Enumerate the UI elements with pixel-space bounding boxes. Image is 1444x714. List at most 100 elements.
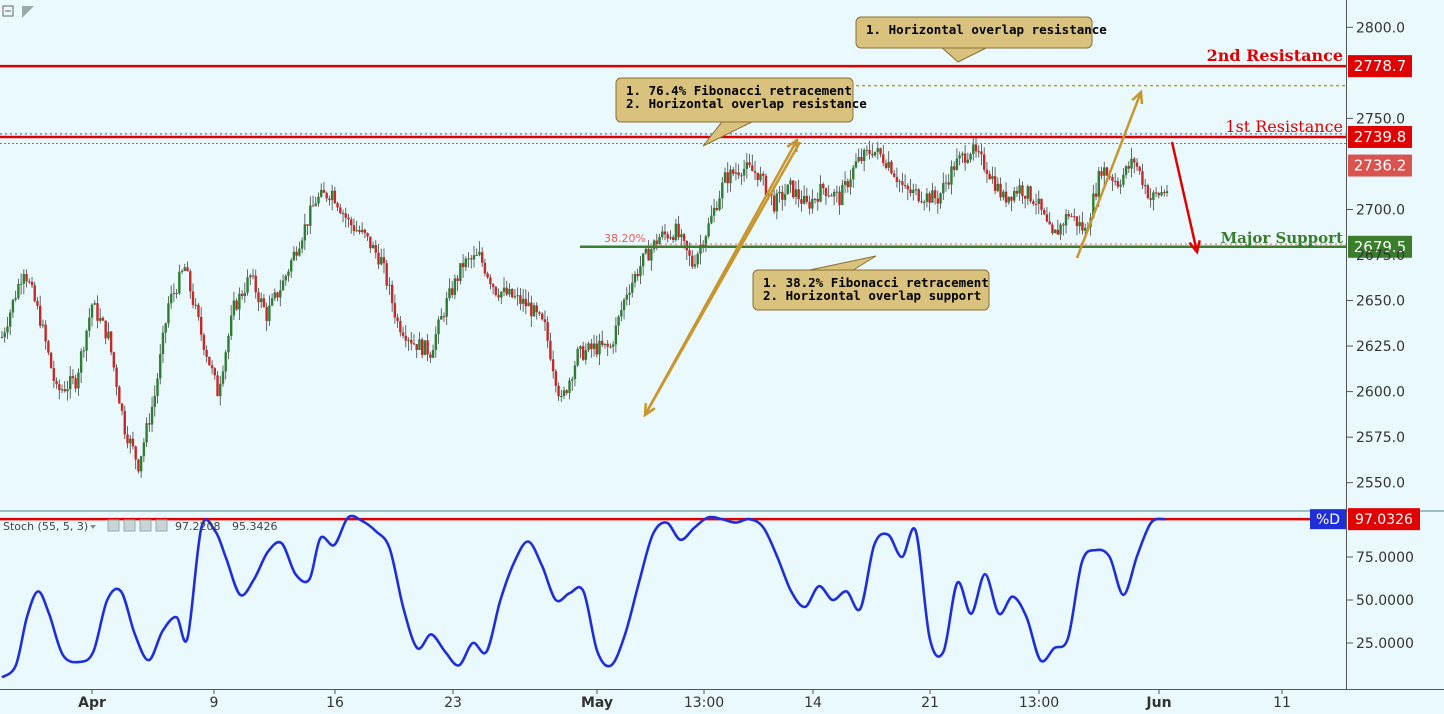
candle-body: [1067, 213, 1070, 217]
candle-body: [805, 195, 809, 202]
candle-body: [418, 339, 421, 350]
candle-body: [363, 229, 367, 234]
candle-body: [213, 368, 217, 376]
callout-fib-764-resistance-line: 2. Horizontal overlap resistance: [626, 96, 867, 111]
callout-horizontal-resistance[interactable]: [855, 16, 1093, 49]
candle-body: [789, 180, 792, 185]
candle-body: [1163, 192, 1166, 194]
candle-body: [60, 389, 64, 391]
candle-body: [513, 296, 517, 298]
candle-body: [279, 290, 282, 298]
candle-body: [778, 191, 781, 194]
candle-body: [674, 223, 678, 240]
stoch-remove-icon[interactable]: [155, 519, 168, 532]
candle-body: [980, 151, 983, 155]
candle-body: [156, 378, 159, 396]
candle-body: [1015, 190, 1019, 194]
candle-body: [1043, 209, 1046, 215]
candle-body: [824, 188, 828, 196]
candle-body: [434, 334, 438, 351]
projection-arrow-up-head: [786, 137, 799, 153]
candle-body: [729, 169, 732, 184]
candle-body: [1094, 193, 1098, 197]
candle-body: [944, 182, 948, 184]
candle-body: [262, 298, 266, 307]
level-layer: 2nd Resistance 1st Resistance Major Suppor…: [0, 46, 1412, 418]
candle-body: [963, 153, 967, 163]
stoch-add-icon[interactable]: [139, 519, 152, 532]
stoch-toolbar: [107, 519, 168, 532]
candle-body: [251, 275, 255, 277]
projection-arrow-up[interactable]: [643, 139, 799, 416]
candle-body: [164, 323, 167, 333]
candle-body: [270, 298, 274, 306]
candle-body: [775, 193, 779, 212]
candle-body: [273, 292, 277, 299]
candle-body: [360, 229, 364, 232]
stoch-visibility-icon[interactable]: [107, 519, 120, 532]
candle-body: [281, 280, 285, 291]
candle-body: [142, 442, 146, 457]
candle-body: [906, 185, 910, 190]
callout-layer: 1. Horizontal overlap resistance 1. 76.4%…: [615, 16, 1107, 311]
candle-body: [82, 350, 86, 352]
stoch-label[interactable]: Stoch (55, 5, 3): [3, 520, 88, 533]
candle-body: [505, 287, 508, 295]
candle-body: [445, 298, 448, 317]
candle-body: [240, 293, 244, 297]
candle-body: [731, 169, 735, 174]
candle-body: [925, 193, 929, 202]
candle-body: [622, 299, 626, 311]
candle-body: [655, 240, 659, 245]
stoch-menu-chevron-icon[interactable]: [90, 525, 96, 529]
second-resistance-badge-text: 2778.7: [1354, 57, 1407, 75]
candle-body: [762, 173, 765, 176]
stoch-d-line[interactable]: [1, 514, 1166, 679]
candle-body: [393, 303, 397, 318]
candle-body: [126, 434, 129, 444]
candle-body: [647, 248, 650, 261]
candle-body: [794, 189, 798, 198]
candle-body: [696, 253, 699, 265]
candle-body: [797, 189, 800, 200]
candle-body: [928, 193, 931, 203]
stoch-d-badge: [1310, 509, 1346, 530]
candle-body: [183, 267, 186, 271]
major-support-label: Major Support: [1221, 229, 1344, 247]
price-layer: [0, 137, 1169, 478]
projection-arrow-drop[interactable]: [1170, 141, 1199, 253]
candle-body: [159, 354, 162, 379]
collapse-pane-icon[interactable]: [2, 5, 14, 17]
projection-arrow-rally[interactable]: [1075, 91, 1143, 259]
candle-body: [28, 281, 31, 283]
maximize-pane-icon[interactable]: [22, 6, 34, 18]
candle-body: [917, 189, 920, 202]
candle-body: [521, 298, 525, 304]
candle-body: [290, 260, 293, 272]
candle-body: [401, 332, 405, 336]
candle-body: [420, 339, 424, 355]
candle-body: [723, 172, 727, 183]
candle-body: [311, 205, 315, 207]
candle-body: [1100, 171, 1103, 176]
candle-body: [22, 273, 26, 284]
candle-body: [573, 365, 577, 380]
candle-body: [197, 304, 200, 317]
candle-body: [772, 195, 776, 212]
candle-body: [1029, 186, 1032, 202]
candle-body: [148, 423, 151, 425]
stoch-value-badge: [1348, 508, 1420, 531]
candle-body: [314, 203, 317, 206]
candle-body: [104, 320, 107, 339]
stoch-settings-icon[interactable]: [123, 519, 136, 532]
callout-fib-382-support[interactable]: [752, 269, 990, 311]
candle-body: [224, 352, 227, 372]
candle-body: [1081, 222, 1084, 231]
candle-body: [440, 316, 443, 320]
candle-body: [276, 292, 279, 298]
callout-fib-764-resistance[interactable]: [615, 77, 854, 123]
candle-body: [268, 305, 271, 321]
axis-layer: 2800.0 2750.0 2700.0 2650.0 2625.0 2600.0 2575…: [78, 20, 1405, 711]
second-resistance-label: 2nd Resistance: [1207, 46, 1343, 65]
